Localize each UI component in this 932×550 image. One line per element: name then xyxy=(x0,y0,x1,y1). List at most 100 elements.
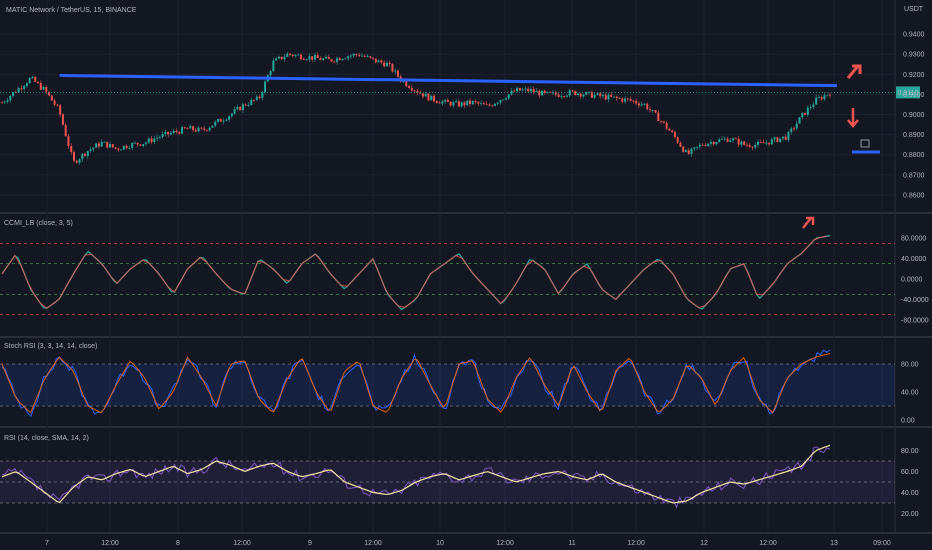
candle-body xyxy=(39,82,42,90)
candle-body xyxy=(17,88,20,93)
candle-body xyxy=(78,159,81,163)
candle-body xyxy=(712,141,715,145)
time-tick-label: 12:00 xyxy=(759,540,777,547)
candle-body xyxy=(773,137,776,140)
candle-body xyxy=(745,144,748,146)
candle-body xyxy=(820,97,823,100)
candle-body xyxy=(779,138,782,142)
candle-body xyxy=(311,56,314,60)
candle-body xyxy=(61,114,64,125)
price-tick-label: 0.9400 xyxy=(903,32,925,39)
price-panel: 0.9110 xyxy=(0,52,920,165)
candle-body xyxy=(751,146,754,148)
time-tick-label: 11 xyxy=(568,540,575,547)
price-tick-label: 0.9300 xyxy=(903,52,925,59)
candle-body xyxy=(430,95,433,101)
candle-body xyxy=(366,56,369,57)
candle-body xyxy=(230,113,233,117)
candle-body xyxy=(734,138,737,140)
candle-body xyxy=(455,101,458,103)
time-tick-label: 12:00 xyxy=(496,540,514,547)
candle-body xyxy=(687,150,690,154)
candle-body xyxy=(178,132,181,134)
candle-body xyxy=(502,99,505,101)
candle-body xyxy=(12,92,15,96)
candle-body xyxy=(593,94,596,98)
candle-body xyxy=(471,100,474,105)
axes: 7 12:00 8 12:00 9 12:00 10 12:00 11 12:00 12 12:00 1… xyxy=(45,32,929,547)
candle-body xyxy=(615,96,618,99)
candle-body xyxy=(560,96,563,98)
candle-body xyxy=(283,56,286,60)
candle-body xyxy=(693,147,696,149)
candle-body xyxy=(812,104,815,108)
candle-body xyxy=(280,56,283,60)
candle-body xyxy=(541,90,543,96)
candle-body xyxy=(781,136,784,139)
candle-body xyxy=(405,81,408,87)
candle-body xyxy=(361,55,363,57)
candle-body xyxy=(701,144,704,146)
candle-body xyxy=(272,60,275,72)
candle-body xyxy=(582,94,585,97)
candle-body xyxy=(53,100,56,105)
candle-body xyxy=(269,71,272,76)
rsi-panel-title: RSI (14, close, SMA, 14, 2) xyxy=(4,435,89,442)
candle-body xyxy=(413,90,416,92)
candle-body xyxy=(424,93,427,97)
candle-body xyxy=(452,102,455,106)
candle-body xyxy=(809,107,812,108)
down-arrow-icon xyxy=(847,108,859,128)
candle-body xyxy=(737,138,740,145)
price-tick-label: 0.8700 xyxy=(903,172,925,179)
candle-body xyxy=(300,54,303,60)
candle-body xyxy=(798,117,801,124)
candle-body xyxy=(172,131,175,133)
candle-body xyxy=(291,54,294,57)
trendline xyxy=(59,74,837,88)
candle-body xyxy=(128,147,131,149)
candle-body xyxy=(546,91,549,93)
hammer-marker-icon xyxy=(846,64,862,79)
candle-body xyxy=(535,90,538,93)
candle-body xyxy=(557,94,560,97)
price-tick-label: 0.9000 xyxy=(903,112,925,119)
candle-body xyxy=(649,109,651,111)
candle-body xyxy=(397,70,399,77)
candle-body xyxy=(95,143,98,148)
candle-body xyxy=(726,138,729,142)
candle-body xyxy=(341,58,344,61)
oscillator-tick-label: 0.0000 xyxy=(901,277,923,284)
candle-body xyxy=(59,105,62,115)
candle-body xyxy=(552,92,555,94)
oscillator-tick-label: 80.00 xyxy=(901,448,919,455)
candle-body xyxy=(513,90,516,92)
candle-body xyxy=(192,126,195,131)
price-tick-label: 0.8800 xyxy=(903,152,925,159)
candle-body xyxy=(673,132,676,138)
candle-body xyxy=(721,138,723,140)
candle-body xyxy=(336,58,339,62)
candle-body xyxy=(823,95,826,100)
candle-body xyxy=(806,107,809,115)
candle-body xyxy=(505,98,507,100)
candle-body xyxy=(258,96,261,98)
candle-body xyxy=(748,145,751,147)
candle-body xyxy=(543,90,546,93)
candle-body xyxy=(222,120,225,122)
candle-body xyxy=(347,56,350,59)
oscillator-tick-label: 20.00 xyxy=(901,511,919,518)
candle-body xyxy=(250,99,253,105)
candle-body xyxy=(402,81,405,82)
candle-body xyxy=(319,58,322,60)
candle-body xyxy=(704,145,707,147)
candle-body xyxy=(554,92,557,95)
candle-body xyxy=(784,136,787,140)
candle-body xyxy=(28,78,31,84)
candle-body xyxy=(643,103,646,105)
candle-body xyxy=(607,94,610,100)
candle-body xyxy=(363,55,366,57)
candle-body xyxy=(676,137,679,143)
candle-body xyxy=(56,104,59,106)
candle-body xyxy=(466,100,469,106)
